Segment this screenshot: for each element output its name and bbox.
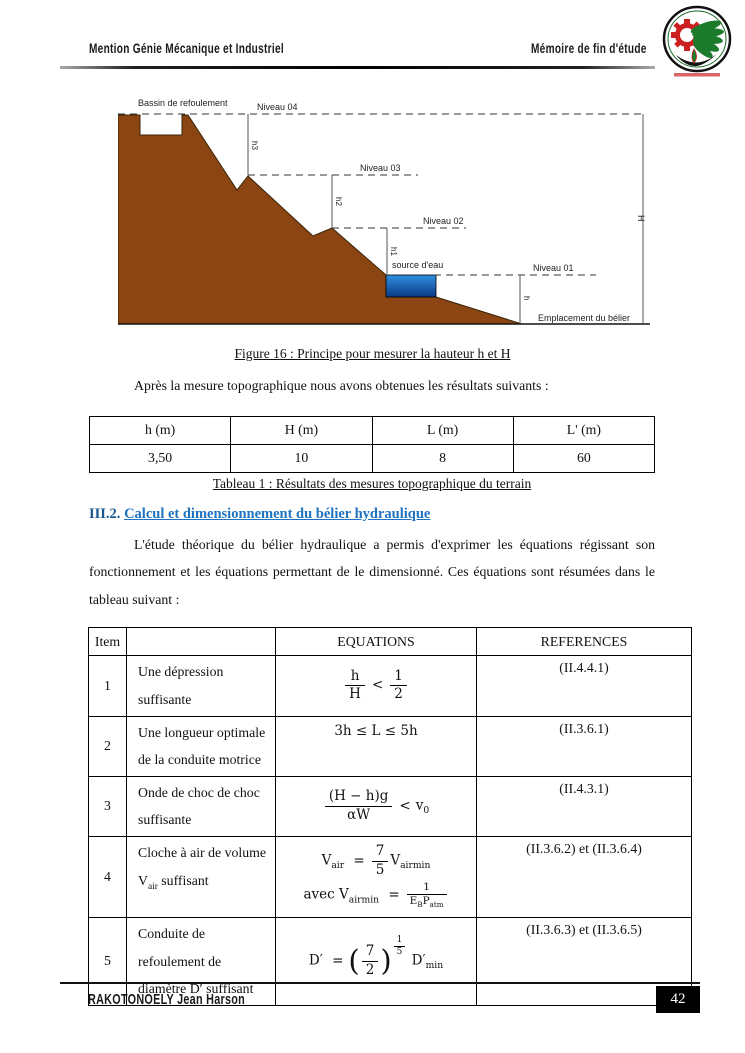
terrain-profile-figure: Bassin de refoulement Niveau 04 Niveau 0… bbox=[117, 98, 650, 325]
item-5: 5 bbox=[88, 916, 127, 1006]
footer-rule bbox=[60, 982, 700, 984]
equation-3: (H − h)g αW < v0 bbox=[275, 775, 477, 837]
table-header-row: Item EQUATIONS REFERENCES bbox=[88, 627, 692, 657]
header-references: REFERENCES bbox=[476, 627, 692, 657]
value-Lp: 60 bbox=[512, 443, 656, 473]
value-H: 10 bbox=[230, 443, 373, 473]
sprout-icon bbox=[691, 48, 697, 64]
header-item: Item bbox=[88, 627, 127, 657]
item-2: 2 bbox=[88, 715, 127, 777]
source-label: source d'eau bbox=[392, 260, 443, 270]
header-equations: EQUATIONS bbox=[275, 627, 477, 657]
equation-4-line2: avec Vairmin = 1 EBPatm bbox=[278, 881, 474, 909]
table1-caption: Tableau 1 : Résultats des mesures topogr… bbox=[212, 475, 532, 491]
item-3: 3 bbox=[88, 775, 127, 837]
body-paragraph: L'étude théorique du bélier hydraulique … bbox=[89, 536, 655, 607]
section-number: III.2. bbox=[89, 505, 121, 522]
equation-4: Vair = 7 5 Vairmin avec Vairmin = 1 EBPatm bbox=[275, 835, 477, 918]
close-paren: ) bbox=[380, 943, 392, 978]
desc-2: Une longueur optimale de la conduite mot… bbox=[126, 715, 276, 777]
niveau02-label: Niveau 02 bbox=[423, 216, 464, 226]
table-row-2: 2 Une longueur optimale de la conduite m… bbox=[88, 715, 692, 777]
item-4: 4 bbox=[88, 835, 127, 918]
intro-paragraph: Après la mesure topographique nous avons… bbox=[134, 378, 549, 393]
header-right: Mémoire de fin d'étude bbox=[486, 40, 647, 58]
col-header-L: L (m) bbox=[371, 415, 514, 445]
table-topographic-results: h (m) H (m) L (m) L' (m) 3,50 10 8 60 bbox=[88, 415, 656, 473]
emplacement-label: Emplacement du bélier bbox=[538, 313, 630, 323]
h2-label: h2 bbox=[334, 197, 343, 206]
item-1: 1 bbox=[88, 655, 127, 717]
figure-caption: Figure 16 : Principe pour mesurer la hau… bbox=[234, 346, 511, 361]
col-header-H: H (m) bbox=[230, 415, 373, 445]
equation-2: 3h ≤ L ≤ 5h bbox=[275, 715, 477, 777]
table-row: h (m) H (m) L (m) L' (m) bbox=[88, 415, 656, 445]
footer-author: RAKOTONOELY Jean Harson bbox=[88, 991, 246, 1008]
figure-16: Bassin de refoulement Niveau 04 Niveau 0… bbox=[117, 97, 650, 330]
ref-4: (II.3.6.2) et (II.3.6.4) bbox=[476, 835, 692, 918]
h3-label: h3 bbox=[250, 141, 259, 150]
H-label: H bbox=[636, 215, 646, 222]
niveau03-label: Niveau 03 bbox=[360, 163, 401, 173]
table-row-3: 3 Onde de choc de choc suffisante (H − h… bbox=[88, 775, 692, 837]
desc-3: Onde de choc de choc suffisante bbox=[126, 775, 276, 837]
header-rule bbox=[60, 66, 655, 69]
equation-4-line1: Vair = 7 5 Vairmin bbox=[321, 843, 431, 878]
header-desc bbox=[126, 627, 276, 657]
open-paren: ( bbox=[348, 943, 360, 978]
logo-motto-band bbox=[674, 73, 720, 77]
table-equations: Item EQUATIONS REFERENCES 1 Une dépressi… bbox=[88, 627, 692, 1006]
ref-1: (II.4.4.1) bbox=[476, 655, 692, 717]
equation-5: D′ =(7 2) 1 5 D′min bbox=[275, 916, 477, 1006]
desc-1: Une dépression suffisante bbox=[126, 655, 276, 717]
table-row-4: 4 Cloche à air de volume Vair suffisant … bbox=[88, 835, 692, 918]
school-emblem-logo bbox=[662, 5, 732, 77]
value-h: 3,50 bbox=[88, 443, 232, 473]
niveau04-label: Niveau 04 bbox=[257, 102, 298, 112]
swoosh-shape bbox=[676, 53, 718, 67]
page-number: 42 bbox=[656, 986, 700, 1013]
page-content: Bassin de refoulement Niveau 04 Niveau 0… bbox=[88, 97, 745, 1006]
bassin-label: Bassin de refoulement bbox=[138, 98, 228, 108]
col-header-h: h (m) bbox=[88, 415, 232, 445]
desc-5: Conduite de refoulement de diamètre D′ s… bbox=[126, 916, 276, 1006]
table-row-5: 5 Conduite de refoulement de diamètre D′… bbox=[88, 916, 692, 1006]
header-left: Mention Génie Mécanique et Industriel bbox=[89, 40, 360, 58]
section-heading: III.2. Calcul et dimensionnement du béli… bbox=[89, 506, 745, 523]
col-header-Lp: L' (m) bbox=[512, 415, 656, 445]
table-row: 3,50 10 8 60 bbox=[88, 443, 656, 473]
table-row-1: 1 Une dépression suffisante h H <1 2 (II.4.… bbox=[88, 655, 692, 717]
header-left-text: Mention Génie Mécanique et Industriel bbox=[89, 40, 284, 56]
h-label: h bbox=[522, 296, 531, 300]
desc-4: Cloche à air de volume Vair suffisant bbox=[126, 835, 276, 918]
leaves-icon bbox=[690, 20, 724, 59]
section-title: Calcul et dimensionnement du bélier hydr… bbox=[124, 505, 431, 522]
ref-2: (II.3.6.1) bbox=[476, 715, 692, 777]
h1-label: h1 bbox=[389, 247, 398, 256]
water-source-rect bbox=[385, 274, 437, 298]
equation-1: h H <1 2 bbox=[275, 655, 477, 717]
niveau01-label: Niveau 01 bbox=[533, 263, 574, 273]
header-right-text: Mémoire de fin d'étude bbox=[531, 40, 647, 56]
value-L: 8 bbox=[371, 443, 514, 473]
ref-3: (II.4.3.1) bbox=[476, 775, 692, 837]
